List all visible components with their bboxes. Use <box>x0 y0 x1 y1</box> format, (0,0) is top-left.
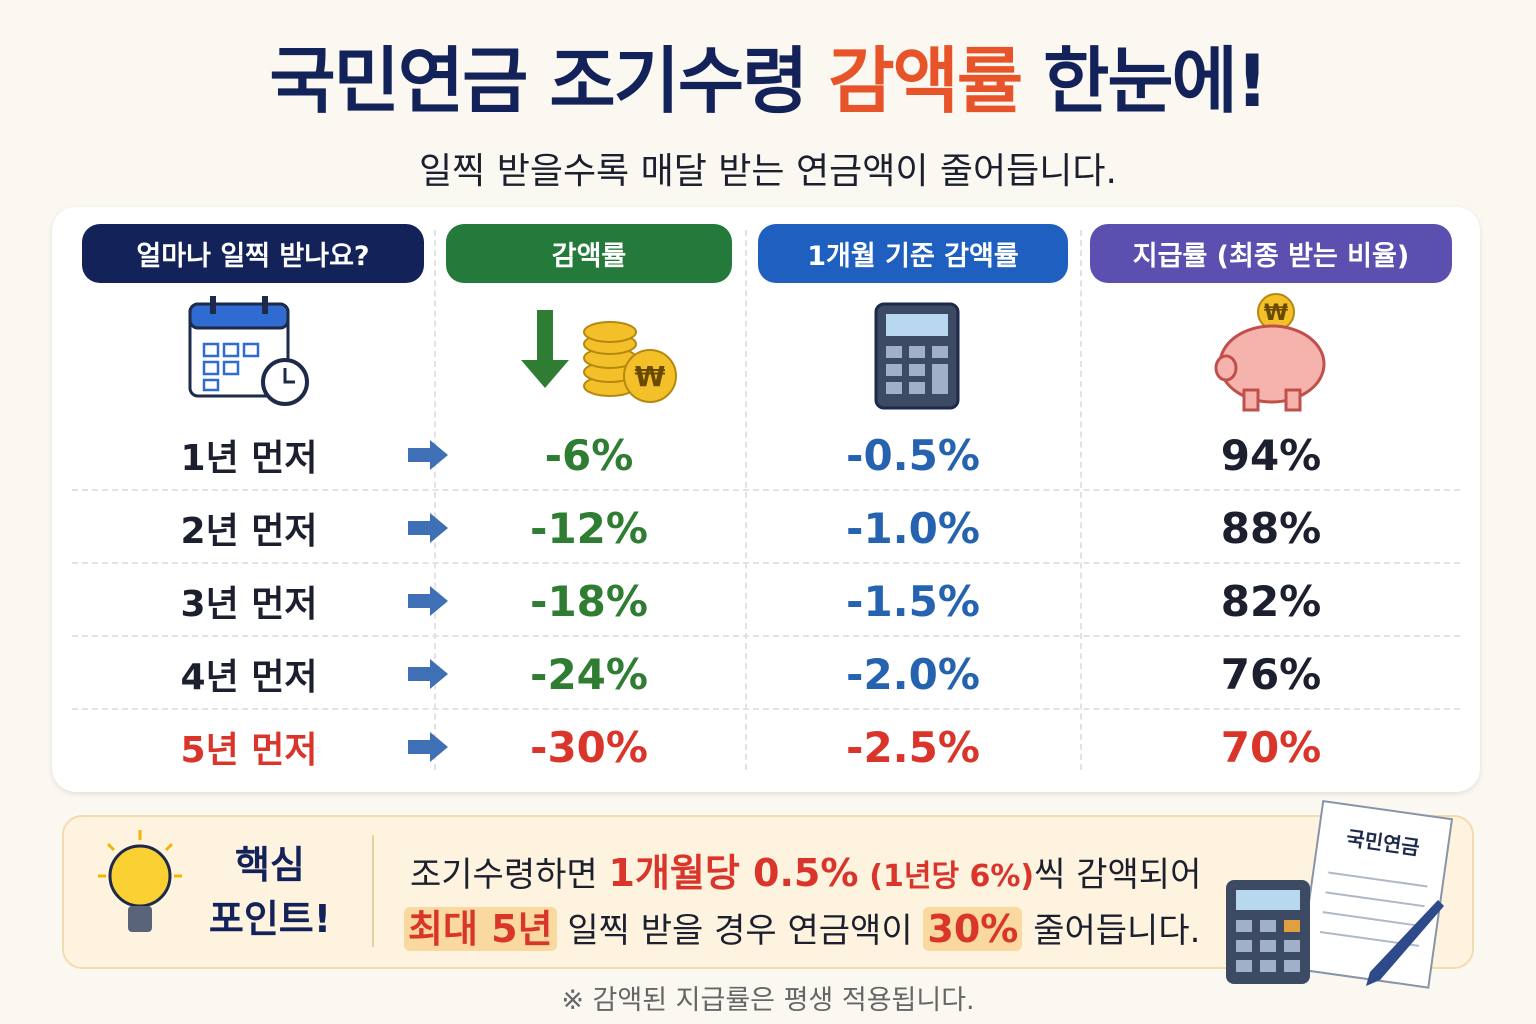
arrow-icon <box>408 513 448 543</box>
key-line: 최대 5년 일찍 받을 경우 연금액이 30% 줄어듭니다. <box>404 898 1200 953</box>
piggy-icon: ₩ <box>1214 293 1326 412</box>
icons: ₩ ₩ <box>188 293 1326 412</box>
subtitle: 일찍 받을수록 매달 받는 연금액이 줄어듭니다. <box>419 151 1117 192</box>
highlight: 30% <box>923 907 1023 951</box>
arrow-icon <box>408 732 448 762</box>
text: 줄어듭니다. <box>1033 911 1201 951</box>
cell: 70% <box>1220 722 1322 772</box>
key-label-line: 핵심 <box>235 843 305 887</box>
calculator-icon <box>874 302 960 410</box>
separator <box>1080 230 1082 770</box>
cell: 82% <box>1220 576 1322 626</box>
cell: -6% <box>544 430 634 480</box>
column-header: 1개월 기준 감액률 <box>758 224 1068 283</box>
cell: 4년 먼저 <box>180 657 318 698</box>
calendar-icon <box>188 296 309 406</box>
cell: -12% <box>530 503 648 553</box>
cell: 1년 먼저 <box>180 438 318 479</box>
cell: -1.5% <box>846 576 980 626</box>
column-header: 지급률 (최종 받는 비율) <box>1090 224 1452 283</box>
column-header: 얼마나 일찍 받나요? <box>82 224 424 283</box>
table-card <box>52 207 1480 792</box>
cell: -1.0% <box>846 503 980 553</box>
document-icon: 국민연금 <box>1226 800 1454 989</box>
highlight: 1개월당 0.5% <box>608 851 859 895</box>
title-part: 한눈에! <box>1043 39 1269 123</box>
arrow-icon <box>408 440 448 470</box>
svg-text:₩: ₩ <box>1264 301 1288 326</box>
cell: -24% <box>530 649 648 699</box>
svg-text:₩: ₩ <box>635 360 666 393</box>
column-header: 감액률 <box>446 224 732 283</box>
row-separator <box>72 489 1460 491</box>
cell: -30% <box>530 722 648 772</box>
arrow-icon <box>408 659 448 689</box>
cell: -0.5% <box>846 430 980 480</box>
cell: -18% <box>530 576 648 626</box>
highlight: 최대 5년 <box>404 907 557 951</box>
cell: -2.5% <box>846 722 980 772</box>
text: 씩 감액되어 <box>1034 855 1202 895</box>
title-part: 국민연금 조기수령 <box>269 39 808 123</box>
row-separator <box>72 562 1460 564</box>
cell: 76% <box>1220 649 1322 699</box>
title: 국민연금 조기수령 감액률 한눈에! <box>0 22 1536 127</box>
cell: -2.0% <box>846 649 980 699</box>
text: 일찍 받을 경우 연금액이 <box>567 911 913 951</box>
bulb-icon <box>98 830 182 932</box>
divider <box>372 835 374 947</box>
cell: 5년 먼저 <box>180 730 318 771</box>
cell: 94% <box>1220 430 1322 480</box>
coin-icon: ₩ <box>521 310 677 403</box>
title-highlight: 감액률 <box>828 39 1023 123</box>
text: 조기수령하면 <box>410 855 598 895</box>
key-line: 조기수령하면 1개월당 0.5% (1년당 6%)씩 감액되어 <box>410 842 1201 897</box>
arrow-icon <box>408 586 448 616</box>
footnote: ※ 감액된 지급률은 평생 적용됩니다. <box>561 985 975 1016</box>
row-separator <box>72 708 1460 710</box>
cell: 2년 먼저 <box>180 511 318 552</box>
cell: 88% <box>1220 503 1322 553</box>
separator <box>434 230 436 770</box>
highlight: (1년당 6%) <box>869 859 1035 894</box>
row-separator <box>72 635 1460 637</box>
separator <box>745 230 747 770</box>
key-label-line: 포인트! <box>208 897 332 941</box>
cell: 3년 먼저 <box>180 584 318 625</box>
